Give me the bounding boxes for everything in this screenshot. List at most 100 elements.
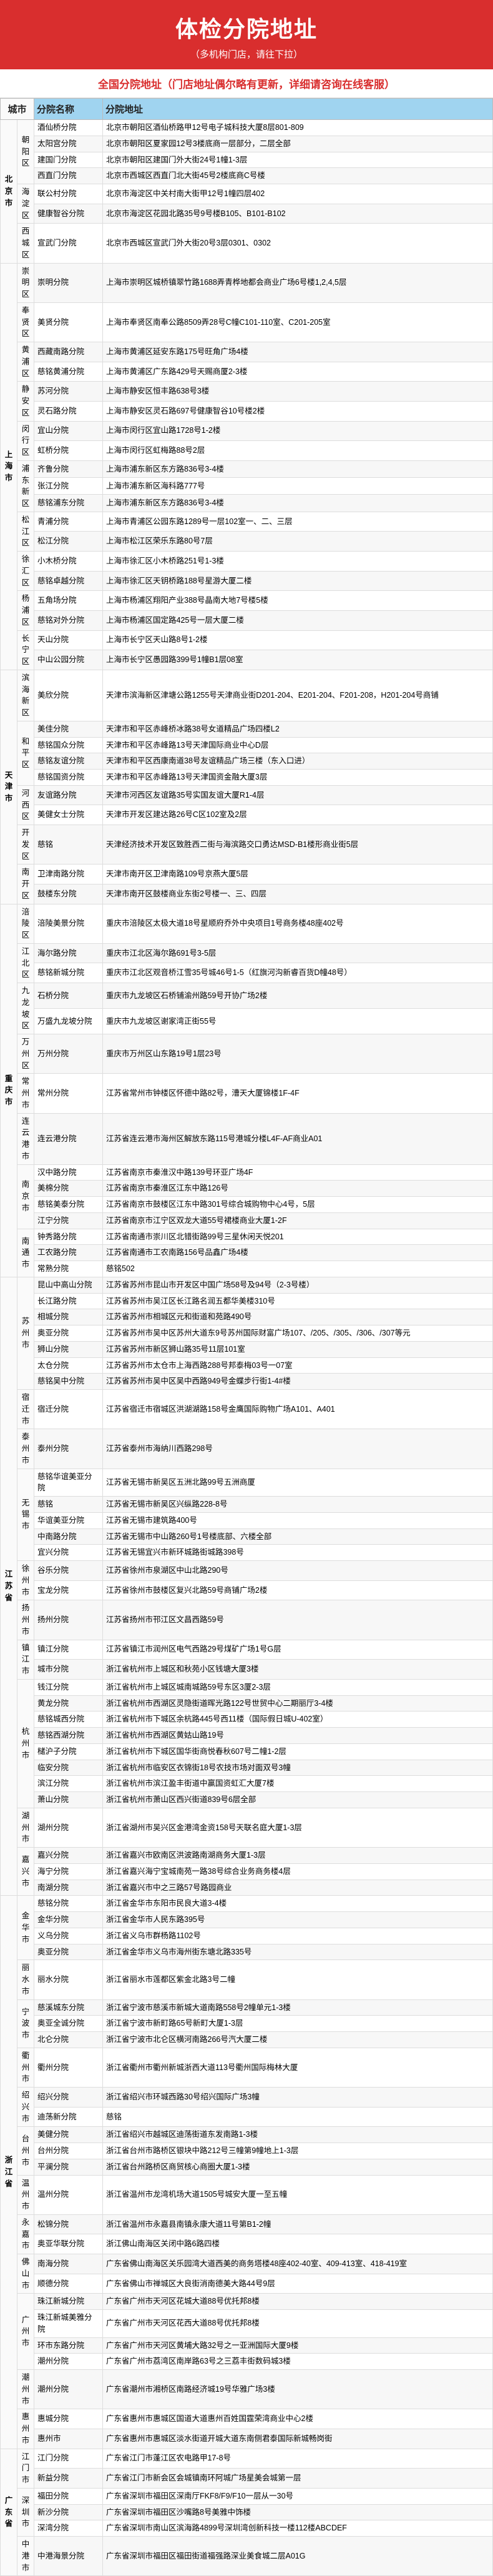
cell-address: 浙江省湖州市吴兴区金港湾金资158号天联名庭大厦1-3层 <box>103 1808 493 1847</box>
cell-branch: 金华分院 <box>34 1912 103 1928</box>
cell-city: 闵行区 <box>17 421 34 460</box>
table-row: 南湖分院浙江省嘉兴市中之三路57号路园商业 <box>1 1880 493 1896</box>
cell-city: 深圳市 <box>17 2488 34 2536</box>
cell-branch: 宣武门分院 <box>34 224 103 263</box>
table-row: 中港市中港海景分院广东省深圳市福田区福田街道福强路深业美食城二层A01G <box>1 2537 493 2576</box>
table-row: 深湾分院广东省深圳市南山区滨海路4899号深圳湾创新科技一楼112楼ABCDEF <box>1 2520 493 2537</box>
cell-address: 重庆市涪陵区太极大道18号星顺府乔外中央项目1号商务楼48座402号 <box>103 904 493 943</box>
cell-province: 上海市 <box>1 263 17 670</box>
cell-branch: 惠州市 <box>34 2429 103 2449</box>
cell-province: 重庆市 <box>1 904 17 1277</box>
cell-address: 上海市松江区荣乐东路80号7层 <box>103 532 493 552</box>
cell-city: 江北区 <box>17 943 34 983</box>
cell-city: 徐州市 <box>17 1561 34 1600</box>
cell-branch: 连云港分院 <box>34 1113 103 1164</box>
cell-city: 苏州市 <box>17 1277 34 1389</box>
table-row: 建国门分院北京市朝阳区建国门外大街24号1幢1-3层 <box>1 152 493 168</box>
table-row: 台州分院浙江省台州市路桥区银块中路212号三幢第9幢地上1-3层 <box>1 2143 493 2159</box>
table-row: 灵石路分院上海市静安区灵石路697号健康智谷10号楼2楼 <box>1 401 493 421</box>
cell-address: 广东省佛山南海区关乐园湾大道西美的商务塔楼48座402-40室、409-413室… <box>103 2254 493 2274</box>
cell-city: 嘉兴市 <box>17 1848 34 1896</box>
cell-address: 上海市长宁区天山路8号1-2楼 <box>103 630 493 650</box>
cell-branch: 慈溪城东分院 <box>34 1999 103 2016</box>
table-row: 河西区友谊路分院天津市河西区友谊路35号实国友谊大厦R1-4层 <box>1 785 493 805</box>
cell-address: 江苏省无锡市建筑路400号 <box>103 1512 493 1528</box>
page-title: 体检分院地址 <box>0 11 493 44</box>
cell-branch: 汉中路分院 <box>34 1164 103 1181</box>
cell-branch: 美贤分院 <box>34 302 103 342</box>
table-row: 松江分院上海市松江区荣乐东路80号7层 <box>1 532 493 552</box>
cell-city: 涪陵区 <box>17 904 34 943</box>
cell-city: 金华市 <box>17 1896 34 1960</box>
cell-address: 江苏省无锡宜兴市新环城路街城路398号 <box>103 1545 493 1561</box>
table-row: 新沙分院广东省深圳市福田区沙嘴路8号美雅中饰楼 <box>1 2504 493 2520</box>
table-row: 南开区卫津南路分院天津市南开区卫津南路109号京燕大厦5层 <box>1 864 493 884</box>
table-row: 静安区苏河分院上海市静安区恒丰路638号3楼 <box>1 382 493 402</box>
cell-address: 上海市浦东新区东方路836号3-4楼 <box>103 460 493 477</box>
cell-address: 上海市黄浦区广东路429号天赐商厦2-3楼 <box>103 362 493 382</box>
cell-address: 江苏省无锡市新吴区五洲北路99号五洲商厦 <box>103 1469 493 1497</box>
cell-address: 上海市崇明区城桥镇翠竹路1688弄青桦地都会商业广场6号楼1,2,4,5层 <box>103 263 493 302</box>
cell-city: 朝阳区 <box>17 120 34 184</box>
table-row: 金华分院浙江省金华市人民东路395号 <box>1 1912 493 1928</box>
cell-address: 北京市朝阳区夏家园12号3楼底商一层部分，二层全部 <box>103 136 493 152</box>
cell-address: 江苏省南京市江宁区双龙大道55号裙楼商业大厦1-2F <box>103 1212 493 1229</box>
cell-address: 江苏省镇江市润州区电气西路29号煤矿广场1号G层 <box>103 1640 493 1660</box>
cell-address: 浙江省杭州市上城区城南城路59号东区3厦2-3层 <box>103 1679 493 1695</box>
cell-address: 重庆市江北区海尔路691号3-5层 <box>103 943 493 963</box>
cell-branch: 惠城分院 <box>34 2409 103 2429</box>
cell-province: 江苏省 <box>1 1277 17 1896</box>
cell-address: 浙江省衢州市衢州新城浙西大道113号衢州国际梅林大厦 <box>103 2048 493 2087</box>
cell-city: 九龙坡区 <box>17 983 34 1034</box>
cell-city: 黄浦区 <box>17 342 34 382</box>
cell-city: 静安区 <box>17 382 34 421</box>
cell-address: 浙江省杭州市下城区国华街商悦春秋607号二幢1-2层 <box>103 1743 493 1760</box>
cell-address: 浙江省台州市路桥区银块中路212号三幢第9幢地上1-3层 <box>103 2143 493 2159</box>
branch-table: 城市 分院名称 分院地址 北京市朝阳区酒仙桥分院北京市朝阳区酒仙桥路甲12号电子… <box>0 98 493 2576</box>
cell-branch: 谷乐分院 <box>34 1561 103 1581</box>
cell-branch: 萧山分院 <box>34 1792 103 1808</box>
cell-branch: 石桥分院 <box>34 983 103 1009</box>
cell-address: 江苏省苏州市吴江区长江路名润五都华美楼310号 <box>103 1293 493 1309</box>
cell-branch: 联公村分院 <box>34 184 103 204</box>
table-row: 永嘉市松锦分院浙江省温州市永嘉县南镇永康大道11号第B1-2幢 <box>1 2214 493 2234</box>
cell-address: 天津市和平区西康南道38号友谊精品广场三楼（东入口进） <box>103 753 493 770</box>
table-row: 杭州市钱江分院浙江省杭州市上城区城南城路59号东区3厦2-3层 <box>1 1679 493 1695</box>
table-row: 慈铭国资分院天津市和平区赤峰路13号天津国资金融大厦3层 <box>1 770 493 786</box>
cell-city: 滨海新区 <box>17 670 34 721</box>
cell-branch: 慈铭分院 <box>34 1896 103 1912</box>
cell-branch: 慈铭黄浦分院 <box>34 362 103 382</box>
cell-address: 江苏省南京市秦淮汉中路139号环亚广场4F <box>103 1164 493 1181</box>
cell-address: 江苏省无锡市中山路260号1号楼底部、六楼全部 <box>103 1528 493 1545</box>
table-row: 慈铭城西分院浙江省杭州市下城区余杭路445号西11楼（国际假日城U-402室） <box>1 1712 493 1728</box>
cell-address: 上海市长宁区愚园路399号1幢B1层08室 <box>103 650 493 670</box>
cell-branch: 松江分院 <box>34 532 103 552</box>
cell-branch: 温州分院 <box>34 2175 103 2214</box>
table-row: 慈铭西湖分院浙江省杭州市西湖区黄姑山路19号 <box>1 1728 493 1744</box>
cell-address: 江苏省南通市工农南路156号品鑫广场4楼 <box>103 1245 493 1261</box>
table-row: 慈铭国众分院天津市和平区赤峰路13号天津国际商业中心D层 <box>1 737 493 753</box>
table-row: 万盛九龙坡分院重庆市九龙坡区谢家湾正街55号 <box>1 1009 493 1034</box>
table-row: 江苏省苏州市昆山中高山分院江苏省苏州市昆山市开发区中国广场58号及94号（2-3… <box>1 1277 493 1293</box>
cell-branch: 慈铭 <box>34 825 103 864</box>
table-row: 奉贤区美贤分院上海市奉贤区南奉公路8509弄28号C幢C101-110室、C20… <box>1 302 493 342</box>
cell-branch: 友谊路分院 <box>34 785 103 805</box>
cell-address: 浙江省嘉兴市欧南区洪波路南湖商务大厦1-3层 <box>103 1848 493 1864</box>
cell-branch: 迪荡新分院 <box>34 2107 103 2127</box>
cell-address: 浙江省宁波市北仑区横河南路266号汽大厦二楼 <box>103 2032 493 2048</box>
table-row: 万州区万州分院重庆市万州区山东路19号1层23号 <box>1 1034 493 1074</box>
cell-branch: 虹桥分院 <box>34 441 103 461</box>
cell-address: 天津市和平区赤峰路13号天津国际商业中心D层 <box>103 737 493 753</box>
table-row: 惠州市广东省惠州市惠城区淡水街道开城大道东南侧君泰国际新城畅岗街 <box>1 2429 493 2449</box>
cell-address: 江苏省宿迁市宿城区洪湖湖路158号金鹰国际购物广场A101、A401 <box>103 1390 493 1429</box>
cell-address: 上海市静安区恒丰路638号3楼 <box>103 382 493 402</box>
cell-branch: 宝龙分院 <box>34 1580 103 1600</box>
col-branch-header: 分院名称 <box>34 99 103 120</box>
table-row: 九龙坡区石桥分院重庆市九龙坡区石桥铺渝州路59号开协广场2楼 <box>1 983 493 1009</box>
cell-address: 浙江省丽水市莲都区紫金北路3号二幢 <box>103 1960 493 1999</box>
cell-address: 浙江省义乌市群杨路1102号 <box>103 1928 493 1944</box>
cell-address: 北京市海淀区中关村南大街甲12号1幢四层402 <box>103 184 493 204</box>
cell-branch: 鼓楼东分院 <box>34 884 103 904</box>
cell-branch: 新益分院 <box>34 2469 103 2489</box>
table-row: 慈铭黄浦分院上海市黄浦区广东路429号天赐商厦2-3楼 <box>1 362 493 382</box>
